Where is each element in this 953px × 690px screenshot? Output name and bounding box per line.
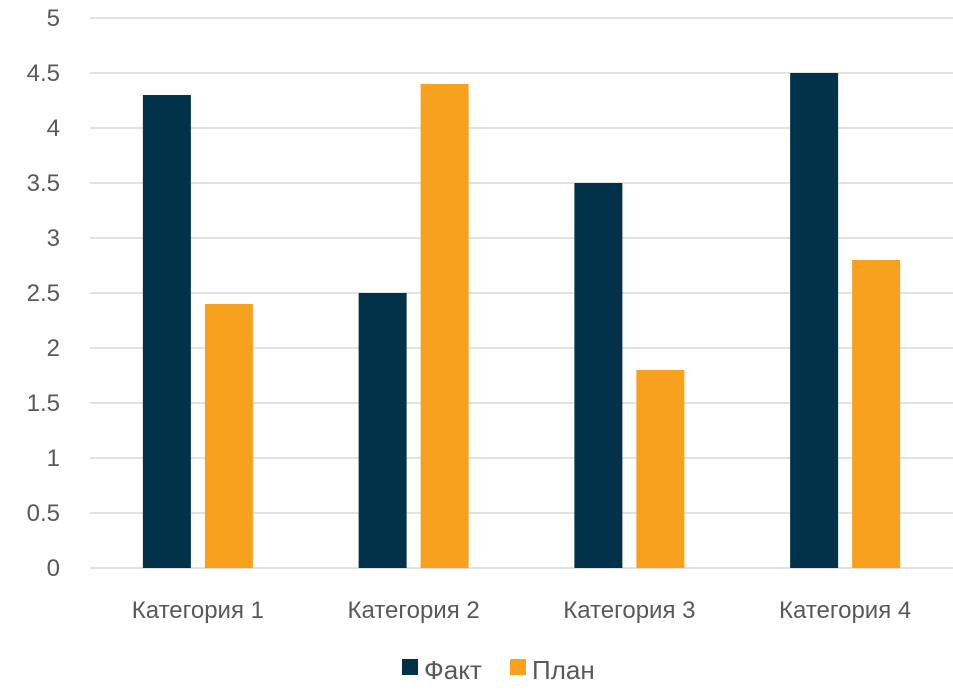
y-tick-label: 1.5 bbox=[27, 390, 60, 417]
legend: Факт План bbox=[402, 655, 595, 685]
x-category-label: Категория 4 bbox=[779, 597, 911, 624]
bar-plan-2 bbox=[420, 84, 469, 568]
bar-fact-3 bbox=[574, 183, 623, 568]
legend-swatch bbox=[510, 659, 526, 675]
legend-label: Факт bbox=[424, 655, 482, 685]
legend-label: План bbox=[532, 655, 595, 685]
y-tick-label: 2.5 bbox=[27, 280, 60, 307]
y-tick-label: 4 bbox=[47, 115, 60, 142]
bar-plan-4 bbox=[852, 260, 901, 568]
y-tick-label: 1 bbox=[47, 445, 60, 472]
y-axis-tick-labels: 0 0.5 1 1.5 2 2.5 3 3.5 4 4.5 5 bbox=[27, 5, 60, 582]
bar-plan-3 bbox=[636, 370, 685, 568]
y-tick-label: 5 bbox=[47, 5, 60, 32]
bars bbox=[142, 73, 901, 568]
y-tick-label: 4.5 bbox=[27, 60, 60, 87]
x-category-label: Категория 2 bbox=[348, 597, 480, 624]
y-tick-label: 3.5 bbox=[27, 170, 60, 197]
legend-swatch bbox=[402, 659, 418, 675]
bar-fact-2 bbox=[358, 293, 407, 568]
y-tick-label: 0 bbox=[47, 555, 60, 582]
bar-fact-4 bbox=[790, 73, 839, 568]
y-tick-label: 2 bbox=[47, 335, 60, 362]
y-tick-label: 3 bbox=[47, 225, 60, 252]
y-tick-label: 0.5 bbox=[27, 500, 60, 527]
bar-plan-1 bbox=[204, 304, 253, 568]
x-category-label: Категория 1 bbox=[132, 597, 264, 624]
bar-fact-1 bbox=[142, 95, 191, 568]
x-axis-category-labels: Категория 1 Категория 2 Категория 3 Категор… bbox=[132, 597, 911, 624]
x-category-label: Категория 3 bbox=[563, 597, 695, 624]
